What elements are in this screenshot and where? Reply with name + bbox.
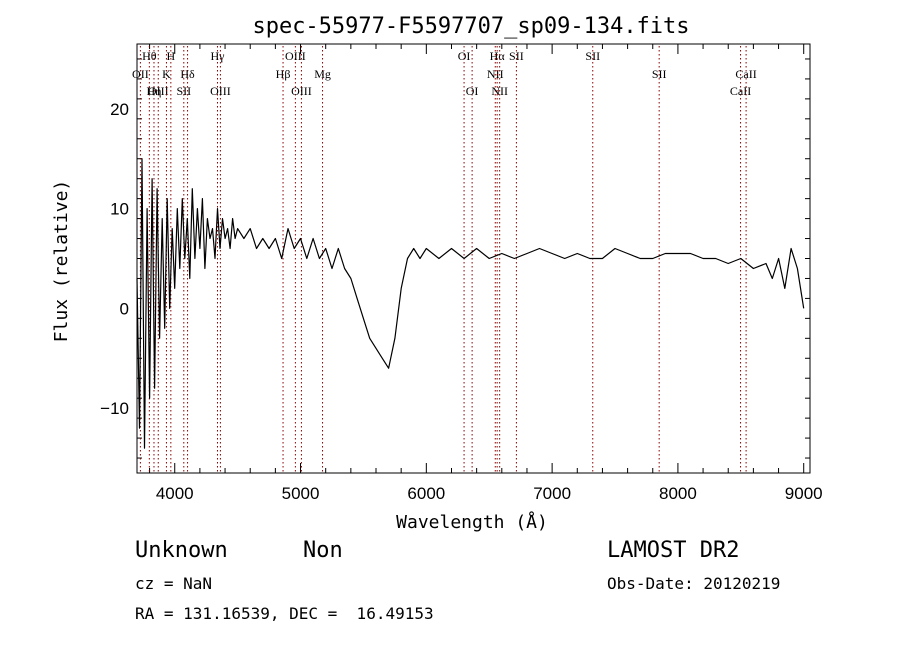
line-label: Hδ	[180, 67, 195, 81]
line-label: H	[167, 49, 176, 63]
observation-date: Obs-Date: 20120219	[607, 574, 781, 593]
survey-name: LAMOST DR2	[607, 538, 740, 563]
line-label: Hβ	[276, 67, 291, 81]
emission-line-markers: OIIHθHηOIIIKHSIIHδHγOIIIHβOIIIOIIIMgOIOI…	[132, 46, 757, 473]
line-label: OII	[132, 67, 149, 81]
x-tick-label: 9000	[785, 484, 823, 503]
line-label: SII	[176, 84, 191, 98]
flux-line	[136, 158, 805, 449]
x-tick-label: 8000	[659, 484, 697, 503]
line-label: OIII	[291, 84, 312, 98]
spectral-class: Unknown	[135, 538, 228, 563]
spectral-subclass: Non	[303, 538, 343, 563]
x-tick-label: 6000	[407, 484, 445, 503]
flux-series	[136, 158, 805, 449]
x-tick-label: 4000	[156, 484, 194, 503]
redshift-value: cz = NaN	[135, 574, 213, 593]
line-label: OIII	[210, 84, 231, 98]
y-tick-label: 0	[120, 299, 129, 318]
line-label: OIII	[148, 84, 169, 98]
line-label: NII	[491, 84, 508, 98]
y-axis-label: Flux (relative)	[51, 180, 72, 343]
y-tick-label: 20	[110, 100, 129, 119]
axes: 4000 5000 6000 7000 8000 9000 −10 0 10 20	[100, 43, 823, 503]
x-tick-label: 7000	[533, 484, 571, 503]
line-label: SII	[509, 49, 524, 63]
line-label: NII	[487, 67, 504, 81]
x-axis-label: Wavelength (Å)	[396, 511, 548, 533]
y-tick-label: −10	[100, 399, 129, 418]
coordinates: RA = 131.16539, DEC = 16.49153	[135, 604, 434, 623]
line-label: OI	[466, 84, 479, 98]
line-label: Hθ	[142, 49, 157, 63]
line-label: CaII	[735, 67, 756, 81]
line-label: CaII	[730, 84, 751, 98]
line-label: SII	[585, 49, 600, 63]
chart-title: spec-55977-F5597707_sp09-134.fits	[252, 14, 689, 39]
line-label: K	[162, 67, 171, 81]
x-tick-label: 5000	[282, 484, 320, 503]
y-tick-label: 10	[110, 200, 129, 219]
line-label: Hα	[490, 49, 506, 63]
line-label: Hγ	[211, 49, 226, 63]
line-label: Mg	[314, 67, 331, 81]
line-label: SII	[652, 67, 667, 81]
line-label: OIII	[285, 49, 306, 63]
line-label: Hη	[147, 84, 162, 98]
line-label: OI	[458, 49, 471, 63]
